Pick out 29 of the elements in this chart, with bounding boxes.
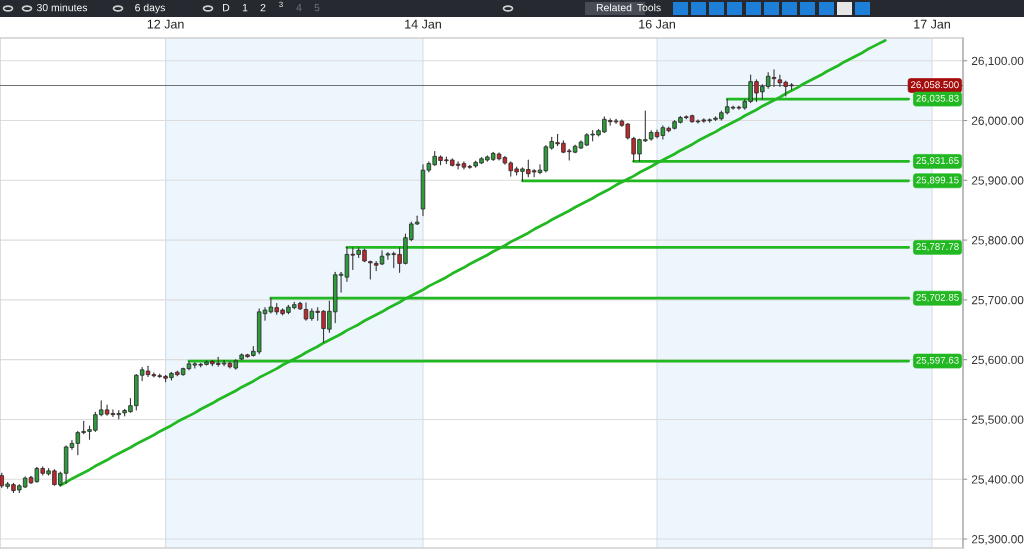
- y-tick-label: 25,700.00: [971, 295, 1024, 306]
- ref-line-label: 26,058.500: [910, 81, 959, 90]
- x-tick-label: 17 Jan: [914, 19, 950, 29]
- y-tick-label: 25,300.00: [971, 535, 1024, 545]
- y-tick-label: 26,000.00: [971, 116, 1024, 127]
- y-tick-label: 25,900.00: [971, 176, 1024, 187]
- series-label: 25,787.78: [916, 243, 959, 252]
- text: D: [223, 4, 230, 12]
- x-tick-label: 14 Jan: [405, 19, 441, 29]
- x-tick-label: 16 Jan: [639, 19, 675, 29]
- series-label: 25,702.85: [916, 293, 959, 302]
- text: Related: [596, 3, 632, 12]
- y-tick-label: 25,600.00: [971, 355, 1024, 366]
- y-tick-label: 25,500.00: [971, 415, 1024, 426]
- y-tick-label: 25,400.00: [971, 475, 1024, 486]
- y-tick-label: 26,100.00: [971, 56, 1024, 67]
- text: 30 minutes: [36, 3, 88, 12]
- text: 6 days: [135, 3, 165, 14]
- legend-label: 25,899.15: [916, 176, 959, 185]
- x-tick-label: 12 Jan: [147, 19, 184, 29]
- series-label: 25,931.65: [916, 157, 959, 166]
- series-label: 25,597.63: [916, 356, 959, 365]
- text: 2: [260, 3, 266, 12]
- y-tick-label: 25,800.00: [971, 236, 1024, 246]
- text: 5: [314, 4, 320, 12]
- series-label: 26,035.83: [916, 94, 959, 103]
- text: 4: [296, 4, 302, 12]
- text: 1: [242, 4, 248, 12]
- text: Tools: [637, 3, 661, 12]
